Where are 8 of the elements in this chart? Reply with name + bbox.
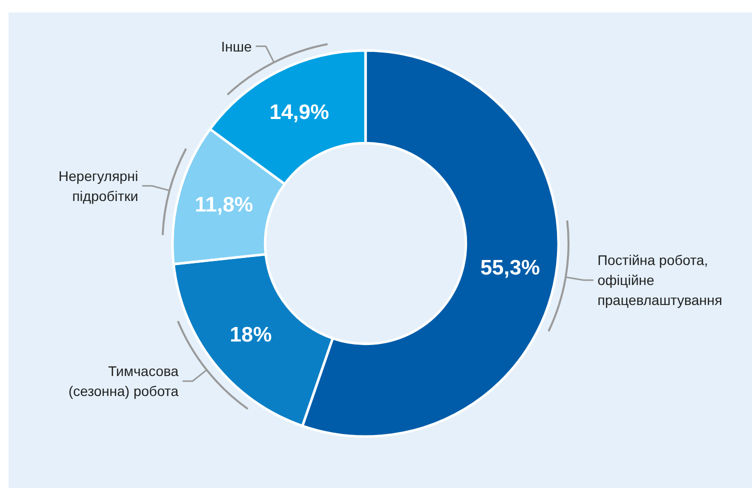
slice-label: Тимчасова (сезонна) робота: [68, 363, 179, 400]
slice-label: Інше: [221, 38, 252, 54]
data-label: 11,8%: [194, 194, 254, 217]
data-label: 55,3%: [480, 256, 540, 280]
slice-label: Постійна робота, офіційне працевлаштування: [597, 252, 722, 308]
data-label: 14,9%: [270, 101, 330, 124]
slice-label: Нерегулярні підробітки: [58, 168, 138, 204]
data-label: 18%: [230, 323, 272, 346]
